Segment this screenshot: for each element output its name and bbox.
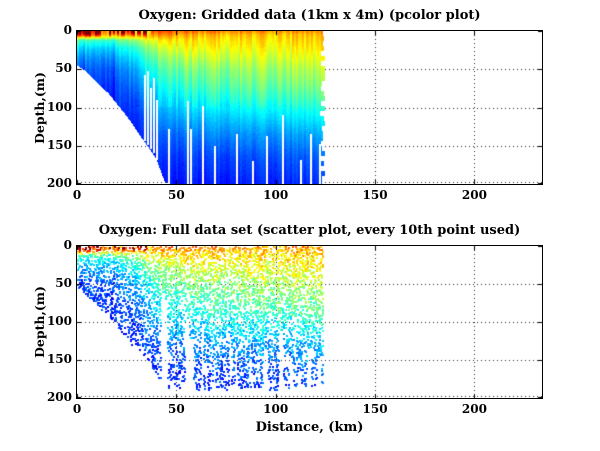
y-tick-label: 100 [46,99,72,114]
x-tick-label: 100 [263,188,289,202]
top-plot-title: Oxygen: Gridded data (1km x 4m) (pcolor … [138,8,481,23]
bottom-plot-title: Oxygen: Full data set (scatter plot, eve… [98,223,521,238]
x-tick-label: 0 [72,188,82,202]
x-tick-label: 200 [461,402,487,416]
y-tick-label: 50 [55,61,72,76]
y-tick-label: 200 [46,176,72,190]
scatter-canvas [77,246,542,398]
x-tick-label: 100 [263,402,289,416]
top-plot-area [76,30,543,185]
y-tick-label: 150 [46,137,72,152]
y-tick-label: 50 [55,276,72,290]
bottom-plot-area [76,245,543,399]
y-tick-label: 100 [46,314,72,328]
y-tick-label: 0 [63,23,72,37]
x-tick-label: 150 [362,188,388,202]
y-tick-label: 200 [46,390,72,404]
x-axis-label: Distance, (km) [255,420,364,435]
pcolor-canvas [77,31,542,184]
x-tick-label: 200 [461,188,487,202]
x-tick-label: 0 [72,402,82,416]
x-tick-label: 150 [362,402,388,416]
x-tick-label: 50 [167,402,185,416]
x-tick-label: 50 [167,188,185,202]
y-tick-label: 150 [46,352,72,366]
y-tick-label: 0 [63,238,72,252]
